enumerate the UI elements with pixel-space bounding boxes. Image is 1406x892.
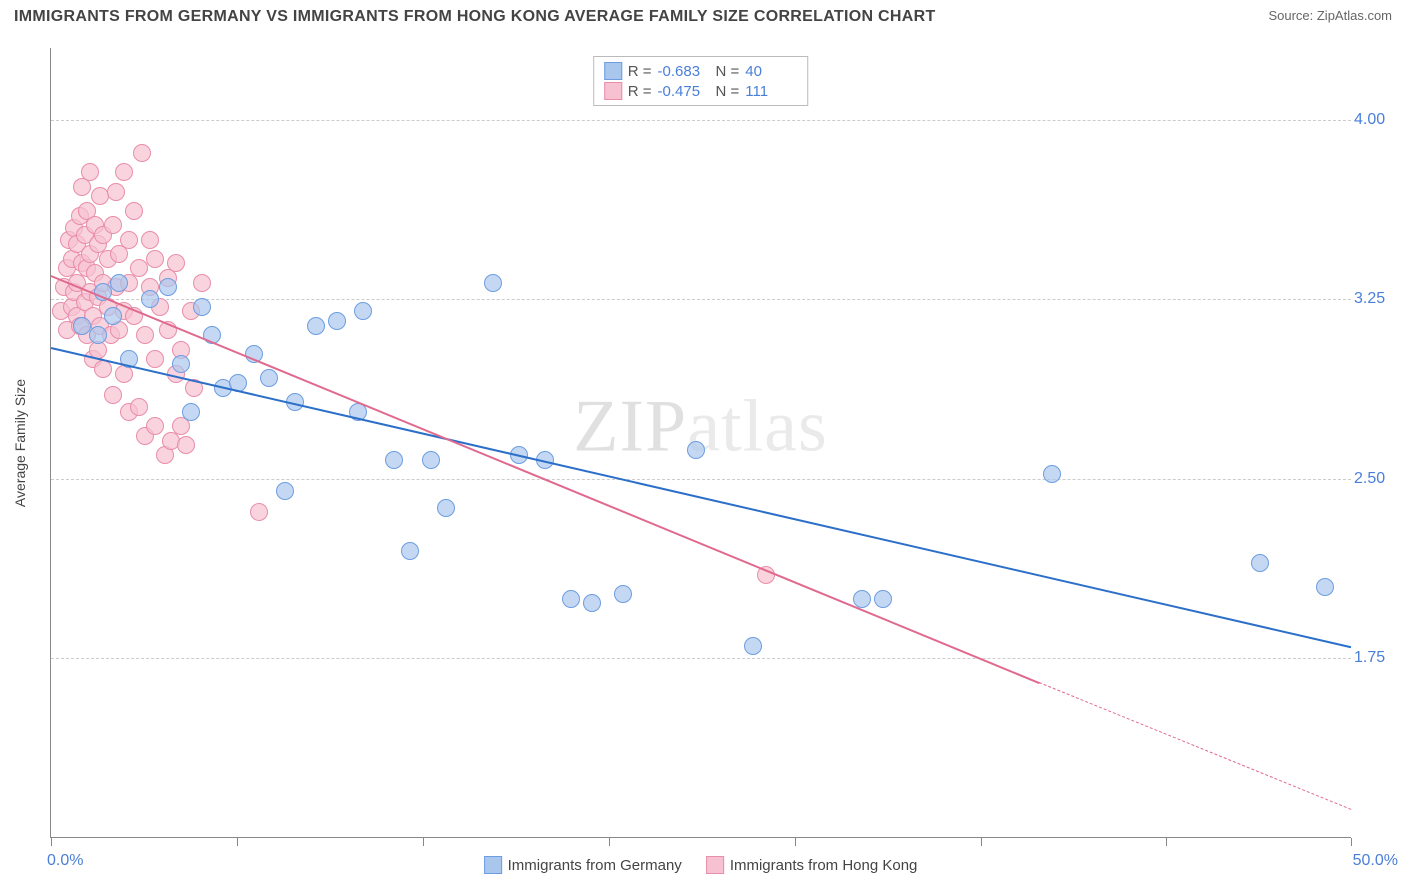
- data-point-germany: [104, 307, 122, 325]
- data-point-hongkong: [136, 326, 154, 344]
- series-legend-item-germany: Immigrants from Germany: [484, 856, 682, 874]
- plot-area: ZIPatlas 0.0% 50.0% R =-0.683N =40R =-0.…: [50, 48, 1350, 838]
- series-legend: Immigrants from Germany Immigrants from H…: [484, 856, 918, 874]
- source-label: Source: ZipAtlas.com: [1268, 8, 1392, 23]
- gridline: [51, 658, 1351, 659]
- data-point-hongkong: [133, 144, 151, 162]
- legend-r-value: -0.683: [658, 63, 710, 80]
- data-point-germany: [687, 441, 705, 459]
- x-tick: [237, 838, 238, 846]
- gridline: [51, 299, 1351, 300]
- x-tick: [981, 838, 982, 846]
- x-tick: [1351, 838, 1352, 846]
- x-axis-line: [51, 837, 1351, 838]
- chart-header: IMMIGRANTS FROM GERMANY VS IMMIGRANTS FR…: [0, 0, 1406, 30]
- y-tick-label: 1.75: [1354, 649, 1398, 667]
- data-point-germany: [614, 585, 632, 603]
- series-legend-label: Immigrants from Hong Kong: [730, 857, 918, 874]
- data-point-hongkong: [146, 250, 164, 268]
- data-point-hongkong: [125, 202, 143, 220]
- series-legend-label: Immigrants from Germany: [508, 857, 682, 874]
- x-tick: [1166, 838, 1167, 846]
- data-point-germany: [110, 274, 128, 292]
- data-point-hongkong: [130, 398, 148, 416]
- legend-n-label: N =: [716, 63, 740, 80]
- data-point-germany: [853, 590, 871, 608]
- legend-r-value: -0.475: [658, 83, 710, 100]
- chart-title: IMMIGRANTS FROM GERMANY VS IMMIGRANTS FR…: [14, 8, 936, 26]
- data-point-germany: [744, 637, 762, 655]
- legend-swatch: [604, 62, 622, 80]
- correlation-legend: R = -0.683 N = 40 R = -0.475 N = 111: [593, 56, 809, 106]
- y-tick-label: 4.00: [1354, 111, 1398, 129]
- data-point-germany: [583, 594, 601, 612]
- trend-line: [1039, 682, 1351, 810]
- data-point-germany: [385, 451, 403, 469]
- data-point-hongkong: [104, 386, 122, 404]
- legend-swatch: [604, 82, 622, 100]
- data-point-germany: [1043, 465, 1061, 483]
- series-legend-item-hongkong: Immigrants from Hong Kong: [706, 856, 918, 874]
- legend-r-label: R =: [628, 63, 652, 80]
- legend-n-value: 111: [745, 83, 797, 100]
- data-point-hongkong: [177, 436, 195, 454]
- data-point-hongkong: [120, 231, 138, 249]
- data-point-germany: [874, 590, 892, 608]
- x-tick: [609, 838, 610, 846]
- data-point-hongkong: [107, 183, 125, 201]
- x-tick: [795, 838, 796, 846]
- data-point-hongkong: [115, 163, 133, 181]
- data-point-germany: [422, 451, 440, 469]
- legend-row-hongkong: R = -0.475 N = 111: [604, 81, 798, 101]
- data-point-germany: [260, 369, 278, 387]
- data-point-germany: [1316, 578, 1334, 596]
- data-point-germany: [401, 542, 419, 560]
- data-point-germany: [172, 355, 190, 373]
- legend-swatch: [484, 856, 502, 874]
- data-point-germany: [193, 298, 211, 316]
- trend-line: [51, 347, 1351, 648]
- data-point-hongkong: [167, 254, 185, 272]
- data-point-hongkong: [104, 216, 122, 234]
- y-tick-label: 3.25: [1354, 290, 1398, 308]
- legend-n-value: 40: [745, 63, 797, 80]
- data-point-hongkong: [193, 274, 211, 292]
- data-point-hongkong: [81, 163, 99, 181]
- data-point-germany: [1251, 554, 1269, 572]
- data-point-germany: [562, 590, 580, 608]
- y-tick-label: 2.50: [1354, 470, 1398, 488]
- data-point-germany: [182, 403, 200, 421]
- data-point-germany: [307, 317, 325, 335]
- x-axis-min-label: 0.0%: [47, 852, 83, 870]
- gridline: [51, 120, 1351, 121]
- data-point-germany: [354, 302, 372, 320]
- data-point-hongkong: [146, 350, 164, 368]
- data-point-germany: [89, 326, 107, 344]
- x-tick: [423, 838, 424, 846]
- legend-r-label: R =: [628, 83, 652, 100]
- x-axis-max-label: 50.0%: [1353, 852, 1398, 870]
- data-point-hongkong: [141, 231, 159, 249]
- data-point-germany: [276, 482, 294, 500]
- data-point-germany: [141, 290, 159, 308]
- data-point-germany: [484, 274, 502, 292]
- data-point-hongkong: [250, 503, 268, 521]
- data-point-germany: [437, 499, 455, 517]
- legend-row-germany: R = -0.683 N = 40: [604, 61, 798, 81]
- data-point-hongkong: [146, 417, 164, 435]
- chart-container: Average Family Size ZIPatlas 0.0% 50.0% …: [50, 48, 1390, 838]
- legend-swatch: [706, 856, 724, 874]
- x-tick: [51, 838, 52, 846]
- data-point-germany: [328, 312, 346, 330]
- gridline: [51, 479, 1351, 480]
- y-axis-label: Average Family Size: [12, 379, 28, 507]
- data-point-germany: [159, 278, 177, 296]
- legend-n-label: N =: [716, 83, 740, 100]
